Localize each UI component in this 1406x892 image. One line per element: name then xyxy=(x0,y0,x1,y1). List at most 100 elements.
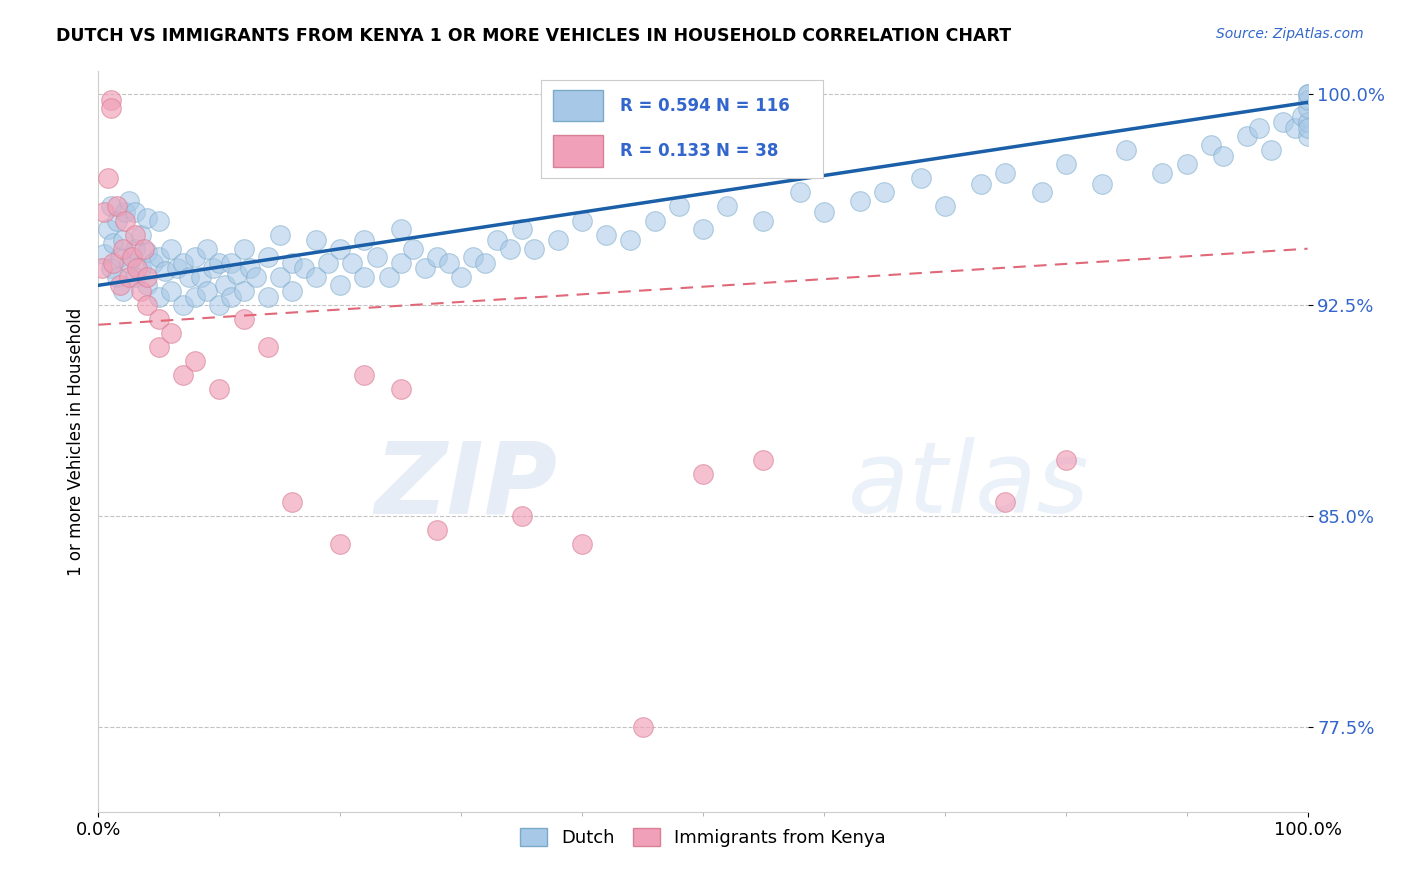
Point xyxy=(571,213,593,227)
Point xyxy=(100,261,122,276)
Point xyxy=(118,194,141,208)
Point xyxy=(148,213,170,227)
Point xyxy=(281,256,304,270)
Point xyxy=(184,354,207,368)
Point xyxy=(160,242,183,256)
Point xyxy=(232,242,254,256)
Point xyxy=(135,269,157,284)
Point xyxy=(256,340,278,354)
Point xyxy=(118,256,141,270)
Point xyxy=(316,256,339,270)
Point xyxy=(353,269,375,284)
Point xyxy=(111,242,134,256)
Point xyxy=(329,242,352,256)
Point xyxy=(100,101,122,115)
Point xyxy=(329,537,352,551)
Point xyxy=(105,199,128,213)
Point xyxy=(232,312,254,326)
Point xyxy=(934,199,956,213)
Point xyxy=(1296,120,1319,135)
Point xyxy=(631,720,654,734)
Point xyxy=(256,250,278,264)
Text: R = 0.594: R = 0.594 xyxy=(620,97,711,115)
Point xyxy=(994,495,1017,509)
Point xyxy=(970,177,993,191)
Point xyxy=(135,211,157,225)
Point xyxy=(208,256,231,270)
Point xyxy=(108,278,131,293)
Point xyxy=(619,233,641,247)
Point xyxy=(108,250,131,264)
Point xyxy=(571,537,593,551)
Point xyxy=(281,284,304,298)
Text: DUTCH VS IMMIGRANTS FROM KENYA 1 OR MORE VEHICLES IN HOUSEHOLD CORRELATION CHART: DUTCH VS IMMIGRANTS FROM KENYA 1 OR MORE… xyxy=(56,27,1011,45)
Point xyxy=(269,269,291,284)
Point xyxy=(105,269,128,284)
Point xyxy=(129,261,152,276)
Point xyxy=(208,298,231,312)
Point xyxy=(1091,177,1114,191)
Point xyxy=(214,278,236,293)
Point xyxy=(1031,186,1053,200)
Point xyxy=(221,289,243,303)
Point xyxy=(873,186,896,200)
Text: ZIP: ZIP xyxy=(375,437,558,534)
Point xyxy=(547,233,569,247)
Point xyxy=(129,284,152,298)
Point xyxy=(342,256,364,270)
Text: atlas: atlas xyxy=(848,437,1090,534)
Point xyxy=(97,222,120,236)
Point xyxy=(1152,166,1174,180)
Point xyxy=(1236,129,1258,144)
Point xyxy=(413,261,436,276)
Point xyxy=(353,368,375,383)
Point xyxy=(97,171,120,186)
Point xyxy=(789,186,811,200)
Point xyxy=(93,205,115,219)
Point xyxy=(100,93,122,107)
Point xyxy=(148,340,170,354)
Point xyxy=(166,261,188,276)
Point xyxy=(498,242,520,256)
Point xyxy=(221,256,243,270)
Point xyxy=(202,261,225,276)
Point xyxy=(184,289,207,303)
Point xyxy=(160,284,183,298)
Point xyxy=(148,289,170,303)
Point xyxy=(1054,453,1077,467)
Point xyxy=(269,227,291,242)
Point xyxy=(1296,93,1319,107)
Point xyxy=(172,256,194,270)
Point xyxy=(111,233,134,247)
Text: N = 38: N = 38 xyxy=(716,142,778,160)
Point xyxy=(208,383,231,397)
Point xyxy=(232,284,254,298)
Point xyxy=(1054,157,1077,171)
Point xyxy=(118,269,141,284)
Point xyxy=(510,509,533,524)
Y-axis label: 1 or more Vehicles in Household: 1 or more Vehicles in Household xyxy=(66,308,84,575)
Point xyxy=(437,256,460,270)
Point xyxy=(426,523,449,537)
Point xyxy=(142,256,165,270)
Point xyxy=(100,199,122,213)
Point xyxy=(389,222,412,236)
Point xyxy=(93,247,115,261)
Point xyxy=(195,242,218,256)
Point xyxy=(716,199,738,213)
Point xyxy=(329,278,352,293)
Point xyxy=(849,194,872,208)
Point xyxy=(1296,129,1319,144)
FancyBboxPatch shape xyxy=(553,136,603,167)
Point xyxy=(1296,87,1319,101)
Point xyxy=(1291,109,1313,123)
Point xyxy=(752,213,775,227)
Point xyxy=(1212,149,1234,163)
Point xyxy=(523,242,546,256)
Point xyxy=(124,205,146,219)
Point xyxy=(752,453,775,467)
Point xyxy=(195,284,218,298)
Point xyxy=(402,242,425,256)
Point xyxy=(124,227,146,242)
Point xyxy=(353,233,375,247)
